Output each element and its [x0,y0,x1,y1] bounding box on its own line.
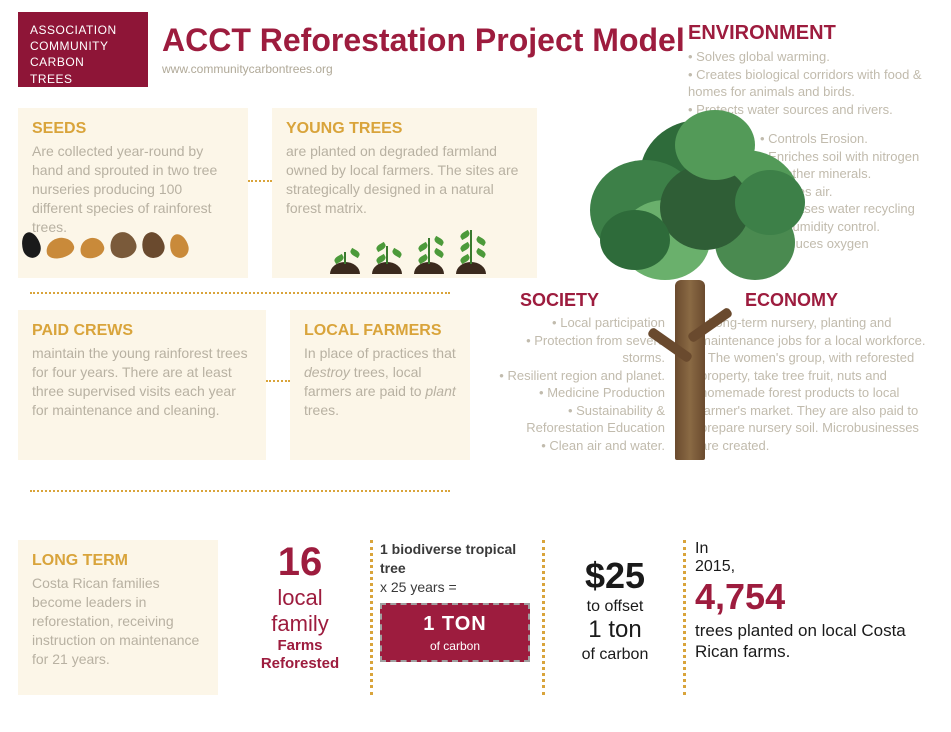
seed-icon [167,232,191,260]
logo-line: TREES [30,71,136,87]
sprout-icon [414,262,444,274]
seed-icon [107,229,139,261]
seed-icon [78,235,106,261]
logo-line: CARBON [30,54,136,70]
divider [683,540,686,695]
logo-line: COMMUNITY [30,38,136,54]
canopy-blob [735,170,805,235]
environment-list-top: • Solves global warming.• Creates biolog… [688,48,933,118]
stat-label: Farms Reforested [240,637,360,673]
stat-planted: In 2015, 4,754 trees planted on local Co… [695,540,935,663]
seeds-icons [22,232,222,272]
tree-illustration [605,130,775,460]
page-title: ACCT Reforestation Project Model [162,22,685,59]
box-text: are planted on degraded farmland owned b… [286,142,523,218]
box-text: Costa Rican families become leaders in r… [32,574,204,668]
stat-label: x 25 years = [380,578,530,597]
box-local-farmers: LOCAL FARMERS In place of practices that… [290,310,470,460]
stat-label: 1 biodiverse tropical tree [380,540,530,578]
logo: ASSOCIATION COMMUNITY CARBON TREES [18,12,148,87]
seed-icon [44,235,76,262]
box-long-term: LONG TERM Costa Rican families become le… [18,540,218,695]
box-title: PAID CREWS [32,322,252,340]
ton-small: of carbon [386,638,524,654]
sprout-icon [372,262,402,274]
stat-offset: $25 to offset 1 ton of carbon [555,555,675,664]
tree-trunk [675,280,705,460]
stat-number: 4,754 [695,576,935,618]
stat-label: to offset [555,597,675,616]
box-paid-crews: PAID CREWS maintain the young rainforest… [18,310,266,460]
canopy-blob [675,110,755,180]
stat-number: 16 [240,540,360,585]
ton-big: 1 TON [386,611,524,638]
box-text: In place of practices that destroy trees… [304,344,456,420]
box-text: maintain the young rainforest trees for … [32,344,252,420]
stat-label: 2015, [695,558,935,576]
canopy-blob [600,210,670,270]
box-title: LONG TERM [32,552,204,570]
divider [370,540,373,695]
tree-canopy [580,110,800,300]
seed-icon [139,230,167,261]
connector [30,490,450,492]
box-title: SEEDS [32,120,234,138]
connector [266,380,290,382]
stat-label: of carbon [555,645,675,664]
list-item: • Creates biological corridors with food… [688,66,933,101]
stat-number: $25 [555,555,675,597]
logo-line: ASSOCIATION [30,22,136,38]
divider [542,540,545,695]
stat-label: local [240,585,360,611]
sprouts-icons [330,224,530,274]
box-title: YOUNG TREES [286,120,523,138]
stat-label: 1 ton [555,616,675,645]
seed-icon [19,230,43,260]
page-subtitle: www.communitycarbontrees.org [162,62,333,76]
stat-label: In [695,540,935,558]
sprout-icon [330,262,360,274]
box-text: Are collected year-round by hand and spr… [32,142,234,236]
environment-heading: ENVIRONMENT [688,22,836,45]
box-title: LOCAL FARMERS [304,322,456,340]
list-item: • Solves global warming. [688,48,933,66]
sprout-icon [456,262,486,274]
stat-ton: 1 biodiverse tropical tree x 25 years = … [380,540,530,662]
stat-farms: 16 local family Farms Reforested [240,540,360,673]
connector [248,180,272,182]
ton-box: 1 TON of carbon [380,603,530,662]
stat-label: family [240,611,360,637]
connector [30,292,450,294]
stat-label: trees planted on local Costa Rican farms… [695,620,935,663]
